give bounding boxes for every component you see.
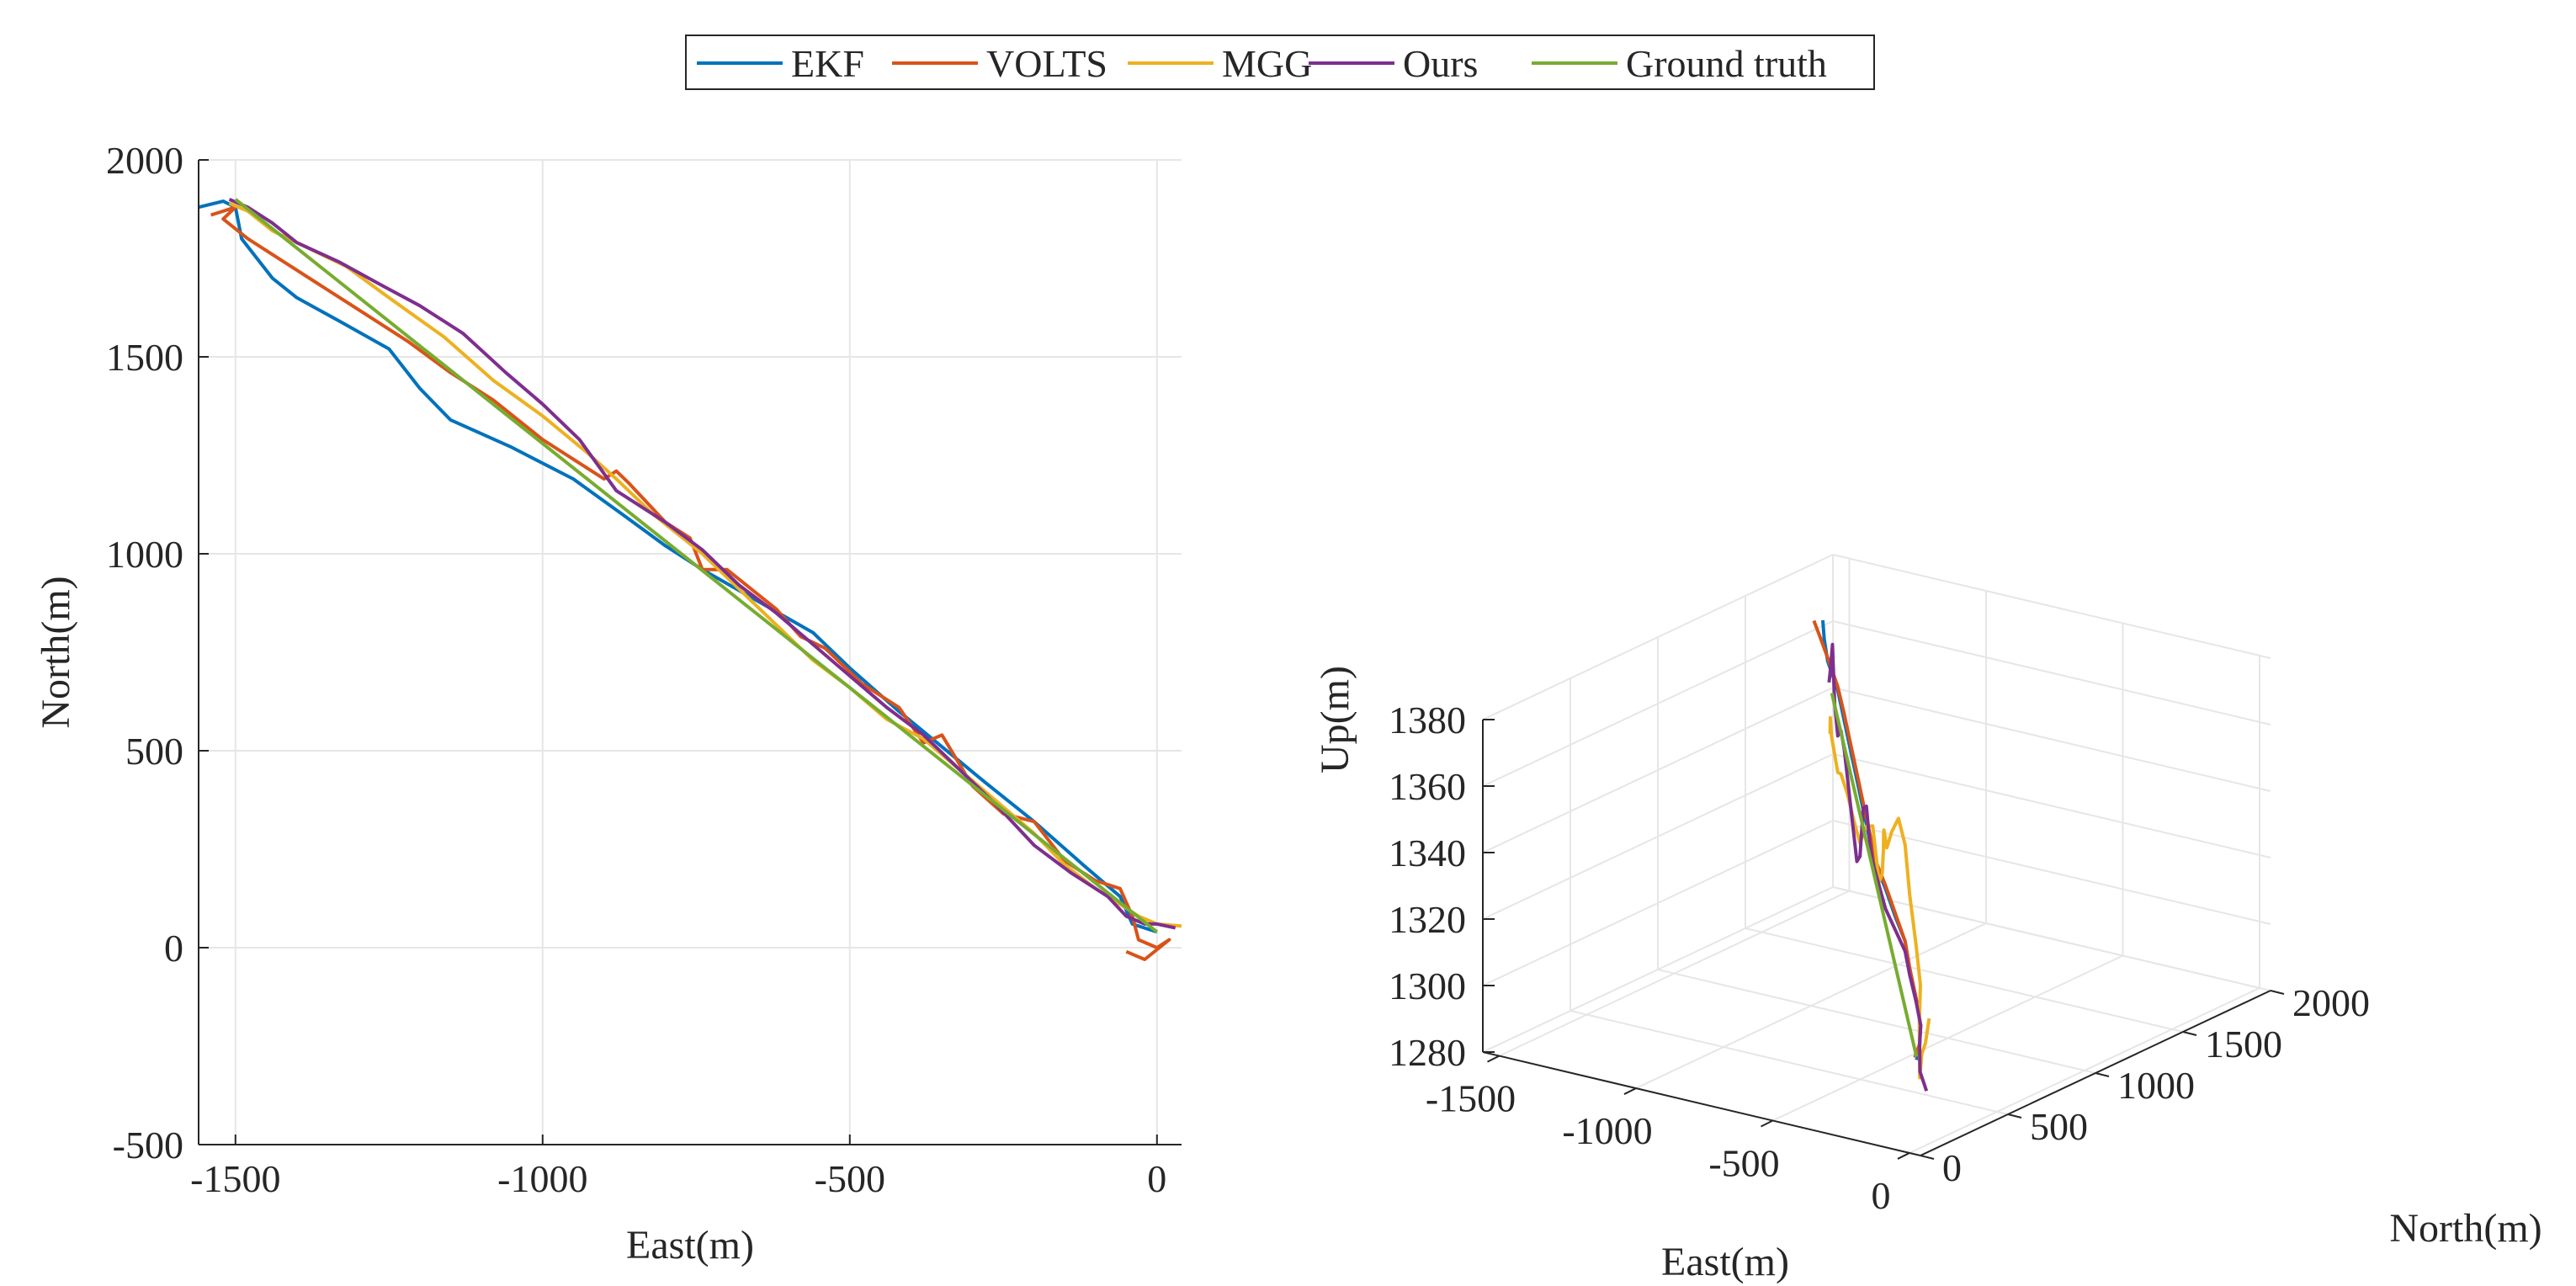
grid3-left-up-5 bbox=[1482, 554, 1834, 720]
grid3-back-up-1 bbox=[1832, 820, 2271, 925]
grid3-back-up-0 bbox=[1832, 886, 2271, 991]
legend-label-ours: Ours bbox=[1403, 42, 1478, 85]
series-3d-mgg bbox=[1828, 715, 1931, 1080]
legend: EKF VOLTS MGG Ours Ground truth bbox=[685, 35, 1875, 90]
tick3-mark-east-0 bbox=[1487, 1055, 1500, 1063]
tick3-label-up-0: 1280 bbox=[1389, 1031, 1466, 1074]
tick-label-y-4: 1500 bbox=[106, 336, 183, 379]
series-3d-ground-truth bbox=[1830, 693, 1919, 1057]
series-2d-ekf bbox=[198, 199, 1158, 934]
legend-label-ground-truth: Ground truth bbox=[1626, 42, 1827, 85]
legend-label-mgg: MGG bbox=[1222, 42, 1312, 85]
tick3-mark-east-1 bbox=[1623, 1087, 1637, 1095]
grid3-left-up-3 bbox=[1482, 687, 1834, 853]
grid3-back-up-5 bbox=[1832, 554, 2271, 659]
plot-2d-xlabel: East(m) bbox=[626, 1223, 754, 1267]
series-2d-ground-truth bbox=[234, 198, 1159, 933]
tick3-label-up-3: 1340 bbox=[1389, 832, 1466, 874]
series-2d-volts bbox=[210, 205, 1171, 961]
tick-label-y-3: 1000 bbox=[106, 533, 183, 576]
tick3-mark-east-2 bbox=[1761, 1119, 1773, 1128]
tick-label-y-2: 500 bbox=[125, 730, 183, 773]
legend-label-ekf: EKF bbox=[791, 42, 864, 85]
plot-2d-ylabel: North(m) bbox=[34, 576, 78, 728]
grid3-left-up-4 bbox=[1482, 620, 1834, 787]
tick-label-y-0: -500 bbox=[113, 1124, 183, 1166]
plot-2d-ticks: -1500 -1000 -500 0 -500 0 500 1000 1500 2000 bbox=[106, 139, 1166, 1200]
tick3-label-up-5: 1380 bbox=[1389, 699, 1466, 741]
plot-2d-east-north: -1500 -1000 -500 0 -500 0 500 1000 1500 2000 East… bbox=[34, 139, 1182, 1267]
grid3-back-up-2 bbox=[1832, 753, 2271, 858]
legend-box bbox=[685, 35, 1875, 90]
plot-2d-area bbox=[199, 160, 1182, 1145]
plot-2d-series bbox=[198, 197, 1182, 961]
plot-3d-zlabel: North(m) bbox=[2389, 1206, 2541, 1251]
legend-item-ground-truth: Ground truth bbox=[1532, 42, 1827, 85]
plot-3d-series bbox=[1812, 619, 1931, 1092]
tick-label-x-2: -500 bbox=[815, 1157, 885, 1200]
series-2d-ours bbox=[228, 197, 1176, 930]
tick3-mark-north-0 bbox=[1920, 1155, 1935, 1160]
grid3-left-up-2 bbox=[1482, 753, 1834, 920]
legend-item-volts: VOLTS bbox=[892, 42, 1107, 85]
tick-label-x-1: -1000 bbox=[497, 1157, 587, 1200]
grid3-floor-north-1 bbox=[1570, 1010, 2009, 1115]
tick3-mark-north-1 bbox=[2007, 1113, 2022, 1119]
tick-label-y-5: 2000 bbox=[106, 139, 183, 182]
legend-item-ours: Ours bbox=[1309, 42, 1478, 85]
tick3-label-up-4: 1360 bbox=[1389, 765, 1466, 808]
grid3-floor-north-2 bbox=[1657, 969, 2096, 1074]
tick3-label-north-3: 1500 bbox=[2205, 1023, 2282, 1065]
legend-label-volts: VOLTS bbox=[986, 42, 1107, 85]
tick3-label-east-2: -500 bbox=[1708, 1141, 1779, 1184]
tick3-label-east-3: 0 bbox=[1872, 1174, 1891, 1217]
grid3-left-up-0 bbox=[1482, 886, 1834, 1053]
tick3-mark-north-4 bbox=[2270, 990, 2285, 995]
plot-3d-ylabel: Up(m) bbox=[1313, 666, 1357, 773]
tick3-mark-north-2 bbox=[2095, 1072, 2110, 1077]
plot-3d-ticks: 1280 1300 1320 1340 1360 1380 -1500 -1000 -500 0 0… bbox=[1389, 699, 2370, 1217]
tick3-label-north-2: 1000 bbox=[2117, 1064, 2195, 1107]
grid3-back-up-4 bbox=[1832, 620, 2271, 725]
grid3-left-up-1 bbox=[1482, 820, 1834, 986]
tick3-mark-north-3 bbox=[2182, 1031, 2197, 1036]
grid3-floor-north-3 bbox=[1745, 927, 2184, 1033]
plot-3d-east-north-up: 1280 1300 1320 1340 1360 1380 -1500 -1000 -500 0 0… bbox=[1313, 554, 2542, 1284]
tick3-mark-east-3 bbox=[1897, 1152, 1910, 1160]
tick3-label-up-2: 1320 bbox=[1389, 898, 1466, 941]
tick3-label-east-1: -1000 bbox=[1562, 1109, 1652, 1152]
tick-label-y-1: 0 bbox=[164, 927, 183, 970]
tick-label-x-3: 0 bbox=[1147, 1157, 1166, 1200]
plot-3d-east-axis bbox=[1482, 1051, 1921, 1156]
tick3-label-up-1: 1300 bbox=[1389, 964, 1466, 1007]
legend-item-ekf: EKF bbox=[697, 42, 864, 85]
tick3-label-north-0: 0 bbox=[1942, 1146, 1962, 1189]
tick3-label-east-0: -1500 bbox=[1426, 1077, 1516, 1120]
tick-label-x-0: -1500 bbox=[190, 1157, 280, 1200]
plot-3d-xlabel: East(m) bbox=[1661, 1240, 1789, 1284]
series-3d-ours bbox=[1827, 642, 1929, 1092]
legend-item-mgg: MGG bbox=[1128, 42, 1312, 85]
tick3-label-north-4: 2000 bbox=[2292, 981, 2370, 1024]
tick3-label-north-1: 500 bbox=[2030, 1105, 2088, 1148]
grid3-back-up-3 bbox=[1832, 687, 2271, 792]
